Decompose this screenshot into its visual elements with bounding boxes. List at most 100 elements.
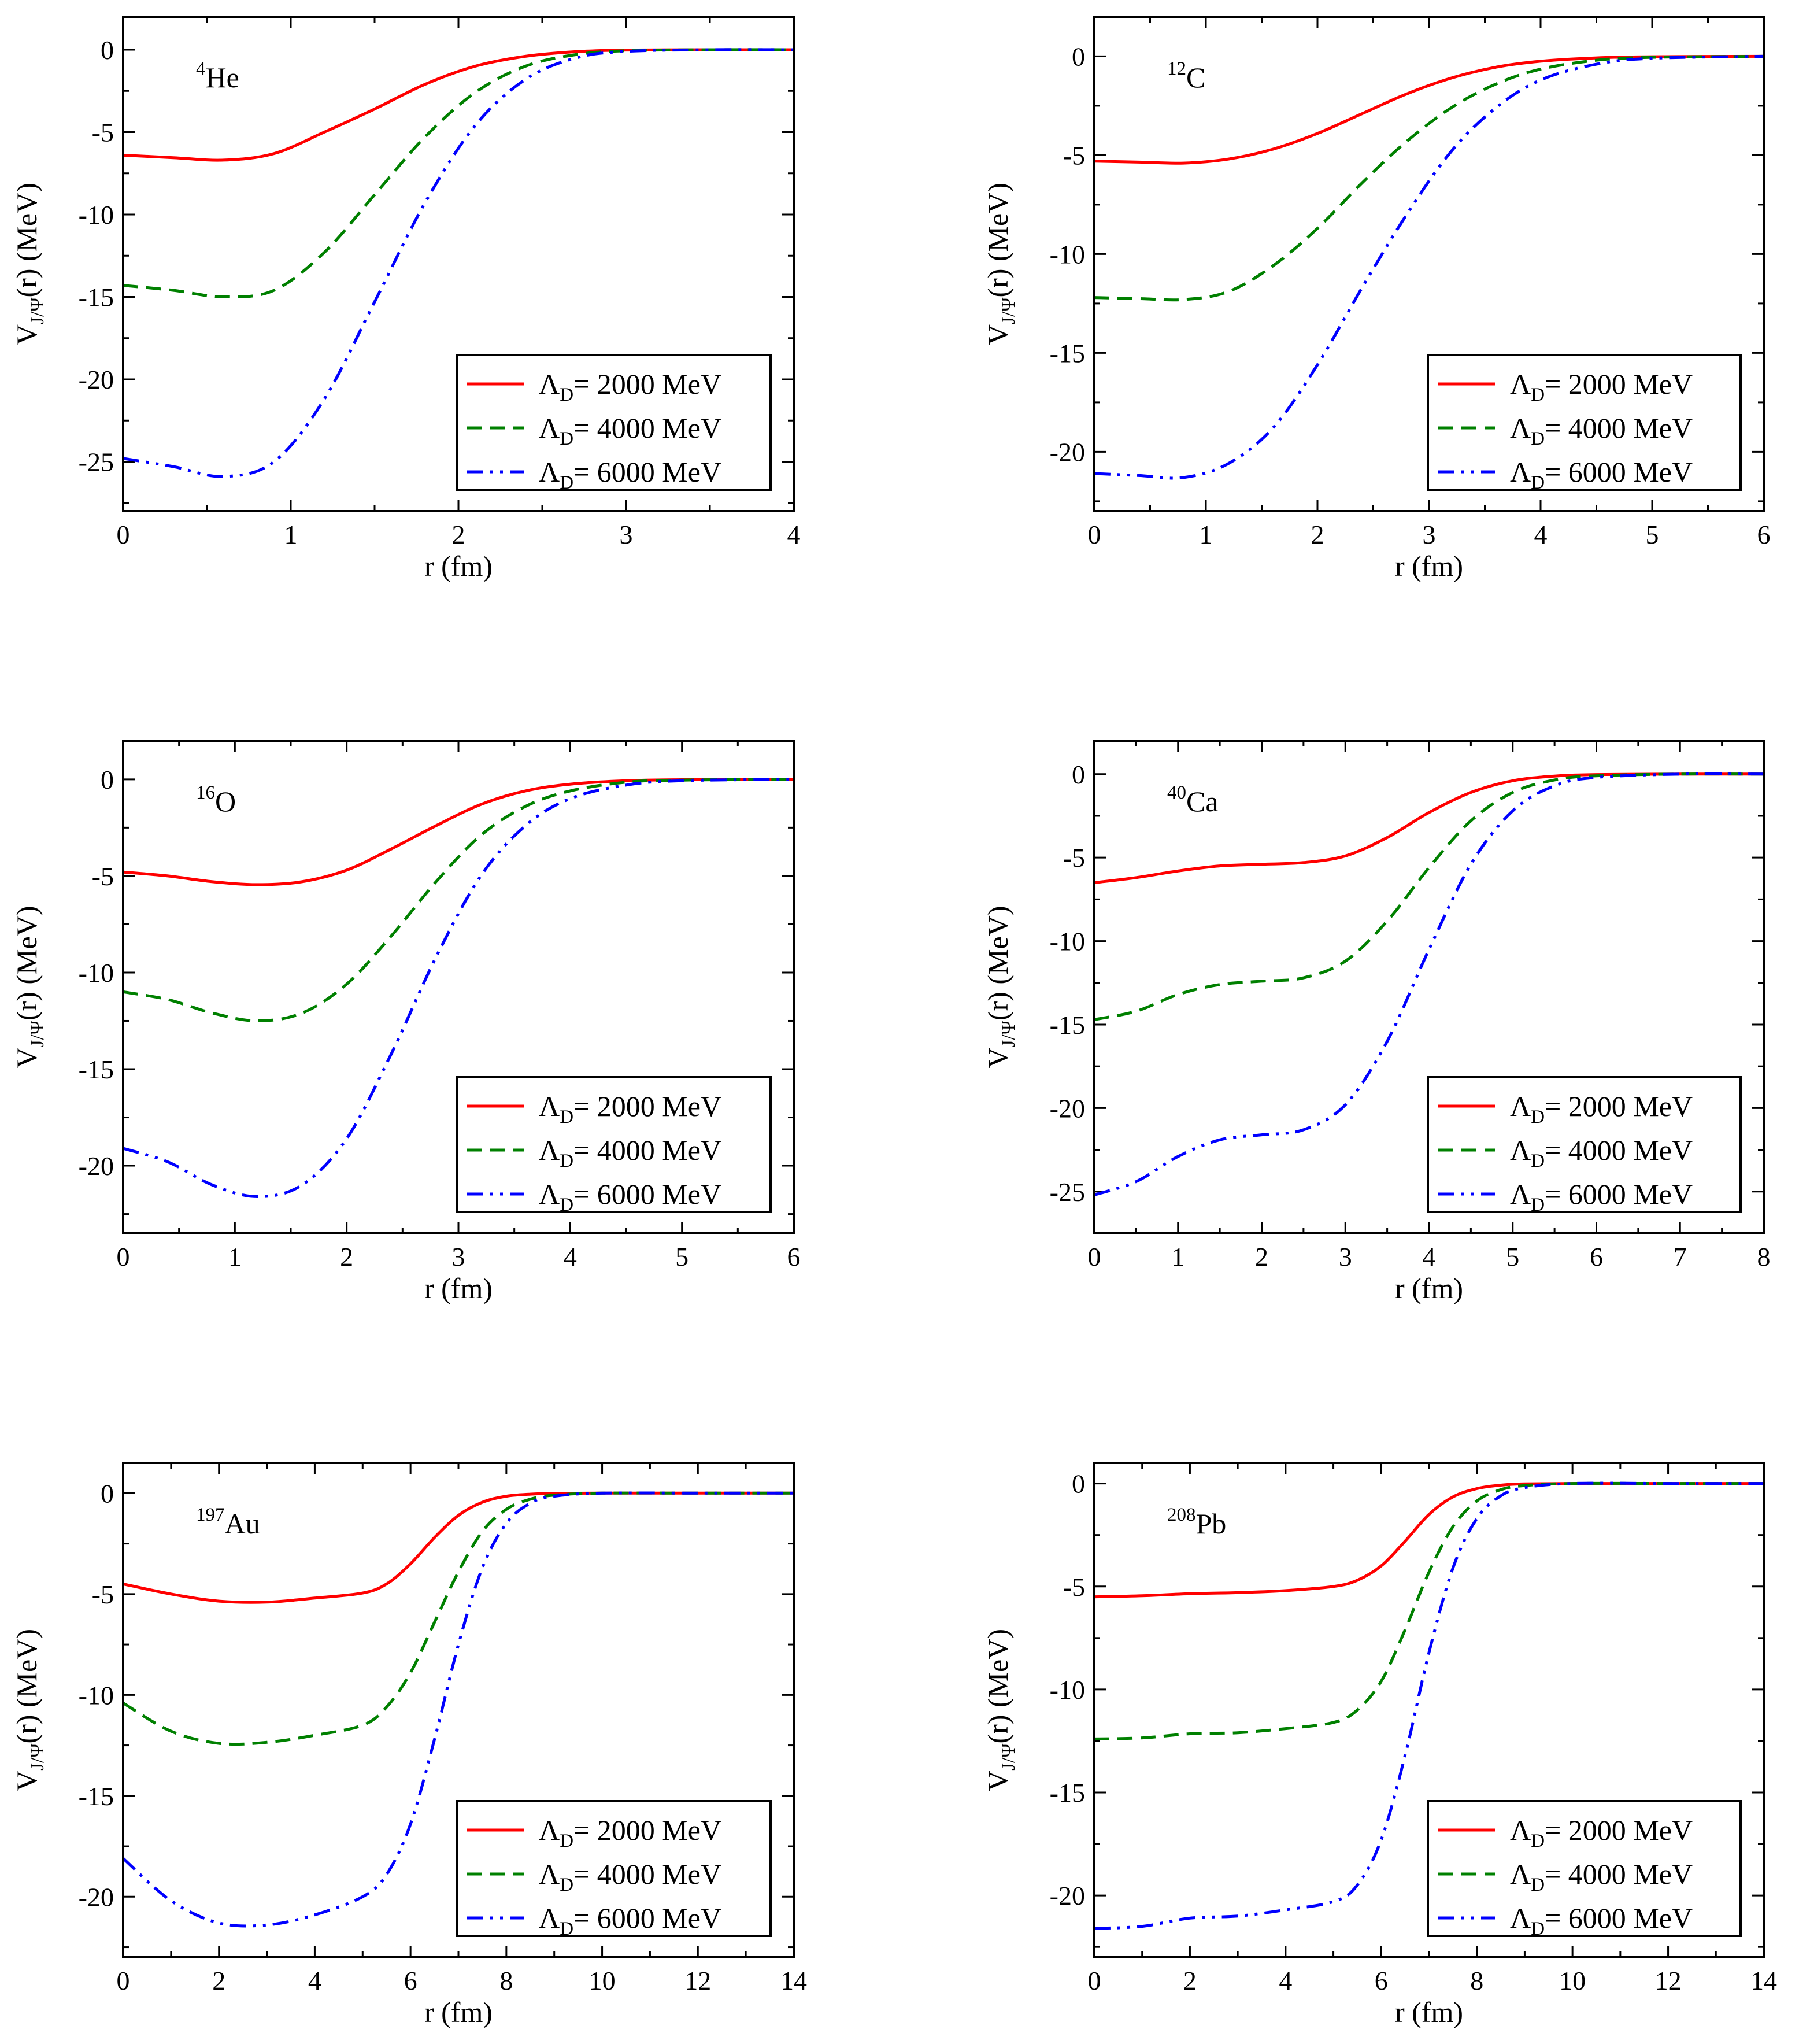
text-part: (r) (MeV) — [10, 1629, 43, 1744]
y-tick-label: -25 — [79, 448, 114, 477]
x-tick-label: 0 — [117, 520, 130, 549]
series-line-1 — [123, 48, 794, 162]
text-part: (r) (MeV) — [982, 183, 1014, 298]
x-tick-label: 4 — [564, 1242, 577, 1272]
legend-entry-3: ΛD= 6000 MeV — [1510, 1178, 1693, 1215]
y-axis-title: VJ/Ψ(r) (MeV) — [10, 183, 48, 345]
text-part: Λ — [539, 1858, 560, 1890]
x-tick-label: 14 — [780, 1966, 807, 1995]
text-part: = 6000 MeV — [573, 456, 721, 488]
text-part: D — [1531, 1831, 1545, 1851]
x-tick-label: 1 — [1200, 520, 1213, 549]
text-part: Λ — [539, 1814, 560, 1846]
text-part: D — [1531, 1919, 1545, 1939]
x-tick-label: 8 — [499, 1966, 513, 1995]
plot-frame — [1093, 740, 1765, 1234]
y-tick-label: -10 — [1050, 1675, 1085, 1705]
nucleus-label: 4He — [196, 58, 239, 94]
text-part: J/Ψ — [998, 1020, 1019, 1047]
x-tick-label: 6 — [1590, 1242, 1603, 1272]
legend-entry-1: ΛD= 2000 MeV — [1510, 368, 1693, 405]
y-axis-title: VJ/Ψ(r) (MeV) — [982, 906, 1019, 1069]
series-line-2 — [123, 778, 794, 1023]
y-tick-label: 0 — [101, 35, 114, 65]
text-part: Λ — [1510, 1090, 1531, 1122]
x-tick-label: 0 — [1088, 520, 1101, 549]
text-part: D — [1531, 1875, 1545, 1895]
x-tick-label: 4 — [308, 1966, 321, 1995]
legend-entry-1: ΛD= 2000 MeV — [539, 1090, 721, 1128]
text-part: Λ — [539, 1134, 560, 1166]
text-part: D — [560, 472, 573, 493]
y-tick-label: -15 — [79, 283, 114, 312]
series-line-3 — [123, 778, 794, 1199]
text-part: = 6000 MeV — [1545, 1178, 1693, 1210]
x-tick-label: 2 — [340, 1242, 353, 1272]
text-part: (r) (MeV) — [982, 1629, 1014, 1744]
x-tick-label: 6 — [1375, 1966, 1388, 1995]
y-tick-label: -5 — [92, 118, 114, 147]
text-part: D — [560, 1919, 573, 1939]
text-part: 197 — [196, 1505, 225, 1525]
y-tick-label: -20 — [1050, 437, 1085, 467]
legend-entry-3: ΛD= 6000 MeV — [539, 456, 721, 493]
legend-entry-3: ΛD= 6000 MeV — [539, 1178, 721, 1215]
text-part: = 4000 MeV — [573, 1858, 721, 1890]
text-part: Λ — [1510, 412, 1531, 444]
legend-box — [1427, 1800, 1742, 1937]
y-tick-label: -10 — [79, 200, 114, 230]
x-tick-label: 12 — [1655, 1966, 1682, 1995]
x-tick-label: 2 — [1183, 1966, 1197, 1995]
nucleus-label: 12C — [1167, 58, 1205, 94]
y-tick-label: 0 — [101, 1479, 114, 1508]
text-part: Pb — [1196, 1507, 1227, 1540]
y-axis-title: VJ/Ψ(r) (MeV) — [10, 1629, 48, 1791]
legend-box — [456, 354, 772, 491]
text-part: J/Ψ — [27, 297, 48, 324]
x-tick-label: 3 — [620, 520, 633, 549]
x-tick-label: 0 — [1088, 1966, 1101, 1995]
text-part: D — [560, 1875, 573, 1895]
text-part: (r) (MeV) — [982, 906, 1014, 1021]
text-part: 12 — [1167, 58, 1186, 79]
series-line-2 — [123, 1491, 794, 1746]
y-tick-label: -20 — [79, 1882, 114, 1912]
plot-frame — [122, 1462, 795, 1958]
x-tick-label: 10 — [1559, 1966, 1586, 1995]
x-tick-label: 6 — [404, 1966, 417, 1995]
y-tick-label: -20 — [79, 365, 114, 394]
legend-entry-2: ΛD= 4000 MeV — [539, 412, 721, 449]
chart-panel-pb: 0 2 4 6 8 10 12 14 -20 -15 -10 -5 0 208Pb r (fm) VJ/Ψ(r… — [982, 1462, 1777, 2028]
chart-panel-ca: 0 1 2 3 4 5 6 7 8 -25 -20 -15 -10 -5 0 40Ca r (fm) VJ/Ψ(r… — [982, 740, 1771, 1304]
text-part: J/Ψ — [27, 1743, 48, 1771]
text-part: D — [1531, 385, 1545, 405]
text-part: V — [982, 1771, 1014, 1791]
x-tick-label: 4 — [1534, 520, 1548, 549]
legend-entry-3: ΛD= 6000 MeV — [1510, 456, 1693, 493]
text-part: D — [560, 1195, 573, 1215]
series-line-3 — [1094, 772, 1764, 1196]
x-tick-label: 4 — [1279, 1966, 1292, 1995]
text-part: 4 — [196, 58, 206, 79]
series-line-3 — [1094, 1481, 1764, 1930]
text-part: = 2000 MeV — [1545, 1090, 1693, 1122]
legend-box — [1427, 1076, 1742, 1213]
nucleus-label: 197Au — [196, 1505, 260, 1540]
text-part: = 6000 MeV — [573, 1902, 721, 1934]
legend-entry-2: ΛD= 4000 MeV — [539, 1858, 721, 1895]
x-tick-label: 6 — [1757, 520, 1771, 549]
x-axis-title: r (fm) — [424, 1996, 493, 2028]
legend-entry-3: ΛD= 6000 MeV — [539, 1902, 721, 1939]
text-part: D — [1531, 1195, 1545, 1215]
text-part: V — [10, 324, 43, 345]
y-tick-label: -5 — [1063, 843, 1085, 873]
text-part: J/Ψ — [998, 297, 1019, 324]
x-tick-label: 0 — [117, 1242, 130, 1272]
series-line-1 — [1094, 54, 1764, 165]
legend-entry-2: ΛD= 4000 MeV — [1510, 1858, 1693, 1895]
curves — [1094, 1481, 1764, 1930]
